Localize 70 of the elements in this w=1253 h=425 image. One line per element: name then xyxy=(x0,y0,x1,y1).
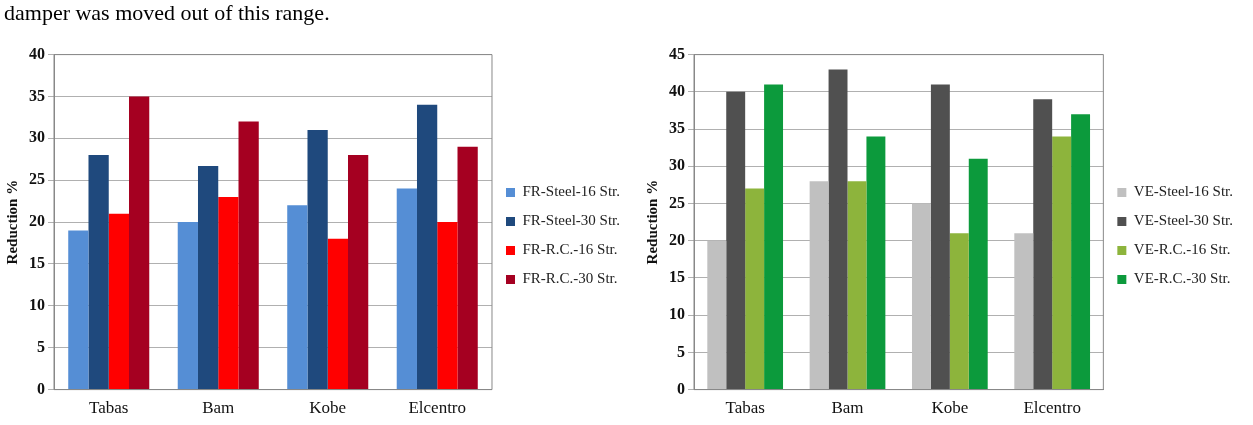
text: damper was moved out of this range. xyxy=(4,0,330,26)
bar xyxy=(129,96,150,390)
legend-label: VE-Steel-16 Str. xyxy=(1133,183,1233,200)
bar xyxy=(949,233,969,390)
bar xyxy=(177,222,198,390)
bar xyxy=(707,240,727,390)
y-tick-label: 15 xyxy=(29,254,45,272)
y-tick-label: 30 xyxy=(29,128,45,146)
x-tick-label: Tabas xyxy=(725,398,765,418)
bar xyxy=(1071,114,1091,390)
y-tick-label: 25 xyxy=(29,170,45,188)
y-tick-label: 0 xyxy=(37,379,45,397)
bar xyxy=(726,91,746,390)
x-tick-label: Tabas xyxy=(89,398,129,418)
bar xyxy=(416,104,438,390)
bar xyxy=(68,230,89,390)
bar xyxy=(348,155,369,390)
bar xyxy=(828,69,848,390)
bar xyxy=(866,136,886,390)
y-tick-label: 0 xyxy=(677,379,685,397)
y-tick-label: 35 xyxy=(669,119,685,137)
y-tick-label: 40 xyxy=(29,44,45,62)
x-tick-label: Kobe xyxy=(309,398,347,418)
bar xyxy=(238,121,259,390)
x-tick-label: Elcentro xyxy=(1023,398,1081,418)
bar xyxy=(1052,136,1072,390)
y-tick-label: 20 xyxy=(669,230,685,248)
bar xyxy=(745,188,765,390)
legend-label: FR-R.C.-16 Str. xyxy=(522,241,618,258)
bar xyxy=(396,188,417,390)
y-tick-label: 10 xyxy=(29,295,45,313)
x-tick-label: Bam xyxy=(202,398,235,418)
bar xyxy=(809,181,829,390)
y-tick-label: 45 xyxy=(669,44,685,62)
y-tick-label: 15 xyxy=(669,268,685,286)
x-tick-label: Elcentro xyxy=(408,398,467,418)
y-tick-label: 30 xyxy=(669,156,685,174)
legend-label: FR-Steel-30 Str. xyxy=(522,212,621,229)
bar xyxy=(327,238,348,390)
y-tick-label: 5 xyxy=(677,342,685,360)
bar xyxy=(847,181,867,390)
y-tick-label: 40 xyxy=(669,81,685,99)
y-axis-title: Reduction % xyxy=(643,179,660,265)
bar xyxy=(764,84,784,390)
bar xyxy=(197,165,219,390)
bar xyxy=(930,84,950,390)
y-tick-label: 35 xyxy=(29,86,45,104)
y-tick-label: 10 xyxy=(669,305,685,323)
legend-label: VE-Steel-30 Str. xyxy=(1133,212,1233,229)
x-tick-label: Bam xyxy=(831,398,864,418)
x-tick-label: Kobe xyxy=(931,398,969,418)
bar xyxy=(88,155,109,390)
bar xyxy=(1033,99,1053,390)
legend-label: VE-R.C.-16 Str. xyxy=(1133,241,1231,258)
bar xyxy=(437,222,458,390)
bar xyxy=(108,213,130,390)
bar xyxy=(218,196,239,390)
bar xyxy=(457,146,478,390)
bar xyxy=(287,205,308,390)
legend-label: FR-R.C.-30 Str. xyxy=(522,270,618,287)
legend-label: VE-R.C.-30 Str. xyxy=(1133,270,1231,287)
y-axis-title: Reduction % xyxy=(3,179,20,265)
bar xyxy=(911,203,931,390)
bar xyxy=(968,158,988,390)
y-tick-label: 20 xyxy=(29,212,45,230)
legend-label: FR-Steel-16 Str. xyxy=(522,183,621,200)
y-tick-label: 25 xyxy=(669,193,685,211)
bar xyxy=(1014,233,1034,390)
bar xyxy=(307,129,328,390)
y-tick-label: 5 xyxy=(37,337,45,355)
